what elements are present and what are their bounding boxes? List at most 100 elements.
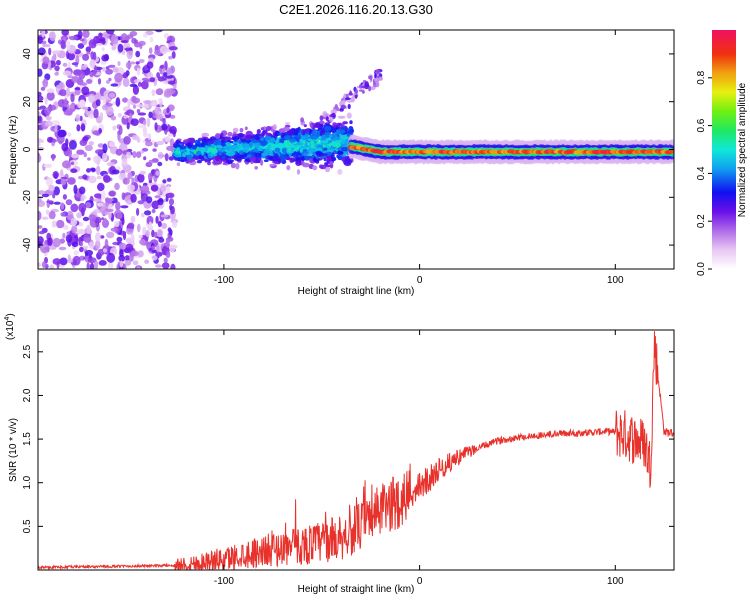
spectrogram-noise-blob	[139, 238, 146, 245]
spectrogram-noise-blob	[101, 47, 105, 52]
spectrogram-tail-blob	[325, 116, 329, 122]
spectrogram-noise-blob	[66, 40, 71, 51]
spectrogram-noise-blob	[51, 120, 61, 126]
spectrogram-noise-blob	[69, 104, 75, 109]
spectrogram-band-blob	[275, 130, 279, 134]
spectrogram-noise-blob	[62, 62, 68, 67]
spectrogram-noise-blob	[118, 242, 127, 249]
spectrogram-noise-blob	[92, 130, 100, 136]
spectrogram-band-blob	[194, 139, 201, 145]
spectrogram-band-blob	[329, 116, 334, 122]
spectrogram-noise-blob	[158, 237, 165, 243]
spectrogram-band-blob	[239, 128, 244, 133]
spectrogram-noise-blob	[51, 220, 57, 228]
spectrogram-tail-blob	[361, 85, 366, 89]
spectrogram-band-blob	[264, 148, 270, 155]
spectrogram-noise-blob	[86, 168, 91, 173]
spectrogram-noise-blob	[125, 61, 132, 69]
spectrogram-noise-blob	[62, 194, 67, 200]
spectrogram-noise-blob	[120, 205, 129, 209]
spectrogram-noise-blob	[143, 103, 149, 109]
spectrogram-noise-blob	[115, 201, 121, 211]
spectrogram-noise-blob	[169, 125, 177, 135]
spectrogram-noise-blob	[38, 36, 43, 44]
spectrogram-noise-blob	[108, 141, 115, 148]
spectrogram-noise-blob	[155, 30, 163, 33]
spectrogram-noise-blob	[106, 252, 116, 263]
spectrogram-noise-blob	[89, 72, 94, 77]
spectrogram-noise-blob	[106, 231, 115, 239]
spectrogram-noise-blob	[114, 72, 123, 83]
spectrogram-noise-blob	[169, 114, 176, 119]
spectrogram-noise-blob	[168, 244, 176, 253]
spectrogram-noise-blob	[136, 207, 140, 216]
snr-y-tick-label: 2.0	[22, 388, 33, 402]
colorbar-tick-label: 0.4	[696, 166, 707, 180]
spectrogram-band-blob	[235, 163, 240, 170]
spectrogram-noise-blob	[68, 140, 77, 150]
spectrogram-band-blob	[289, 144, 294, 148]
spectrogram-noise-blob	[142, 120, 147, 126]
spectrogram-noise-blob	[122, 77, 130, 87]
spectrogram-band-blob	[179, 145, 187, 150]
spectrogram-noise-blob	[150, 101, 158, 107]
spectrogram-noise-blob	[38, 190, 46, 195]
spectrogram-noise-blob	[98, 260, 107, 266]
spectrogram-noise-blob	[71, 241, 79, 248]
spectrogram-noise-blob	[38, 111, 41, 117]
spectrogram-noise-blob	[70, 168, 78, 173]
spectrogram-noise-blob	[86, 51, 91, 55]
spectrogram-noise-blob	[144, 259, 150, 264]
spectrogram-noise-blob	[82, 136, 89, 142]
spectrogram-noise-blob	[52, 171, 59, 179]
spectrogram-noise-blob	[148, 247, 153, 252]
spectrogram-noise-blob	[42, 78, 49, 88]
spectrogram-noise-blob	[136, 137, 141, 143]
spectrogram-noise-blob	[38, 142, 41, 147]
spectrogram-noise-blob	[60, 169, 64, 177]
spectrogram-band-blob	[226, 160, 233, 165]
spectrogram-noise-blob	[38, 236, 44, 245]
colorbar-gradient	[712, 30, 736, 269]
spectrogram-band-blob	[334, 140, 342, 144]
spectrogram-noise-blob	[167, 80, 176, 85]
spectrogram-band-blob	[263, 159, 269, 162]
snr-x-tick-label: 100	[607, 576, 624, 587]
spectrogram-noise-blob	[157, 98, 162, 103]
spectrogram-noise-blob	[70, 203, 79, 213]
spectrogram-band-blob	[258, 147, 263, 151]
spectrogram-band-blob	[310, 144, 315, 149]
spectrogram-noise-blob	[106, 162, 116, 167]
spectrogram-band-blob	[309, 141, 315, 144]
spectrogram-noise-blob	[67, 75, 73, 79]
spectrogram-band-blob	[342, 121, 348, 125]
spectrogram-band-blob	[301, 150, 309, 157]
spectrogram-band-blob	[347, 129, 354, 134]
spectrogram-noise-blob	[141, 147, 149, 152]
spectrogram-noise-blob	[41, 261, 47, 269]
spectrogram-noise-blob	[88, 214, 97, 222]
spectrogram-noise-blob	[38, 115, 43, 124]
spectrogram-band-blob	[267, 144, 272, 149]
spectrogram-noise-blob	[38, 68, 43, 77]
spectrogram-tail-blob	[375, 81, 380, 88]
spectrogram-y-tick-label: 40	[22, 48, 33, 60]
spectrogram-noise-blob	[59, 257, 68, 266]
spectrogram-noise-blob	[61, 142, 69, 152]
spectrogram-noise-blob	[85, 202, 92, 209]
spectrogram-noise-blob	[38, 262, 41, 268]
spectrogram-noise-blob	[157, 161, 163, 167]
spectrogram-noise-blob	[157, 204, 164, 209]
spectrogram-noise-blob	[76, 212, 82, 219]
spectrogram-noise-blob	[55, 84, 60, 93]
spectrogram-noise-blob	[149, 36, 154, 43]
spectrogram-noise-blob	[160, 123, 168, 131]
spectrogram-band-blob	[335, 129, 341, 136]
spectrogram-noise-blob	[42, 56, 50, 65]
spectrogram-noise-blob	[75, 114, 81, 122]
spectrogram-noise-blob	[126, 122, 130, 130]
spectrogram-band-blob	[271, 158, 279, 162]
spectrogram-noise-blob	[82, 216, 90, 222]
spectrogram-noise-blob	[117, 113, 123, 118]
